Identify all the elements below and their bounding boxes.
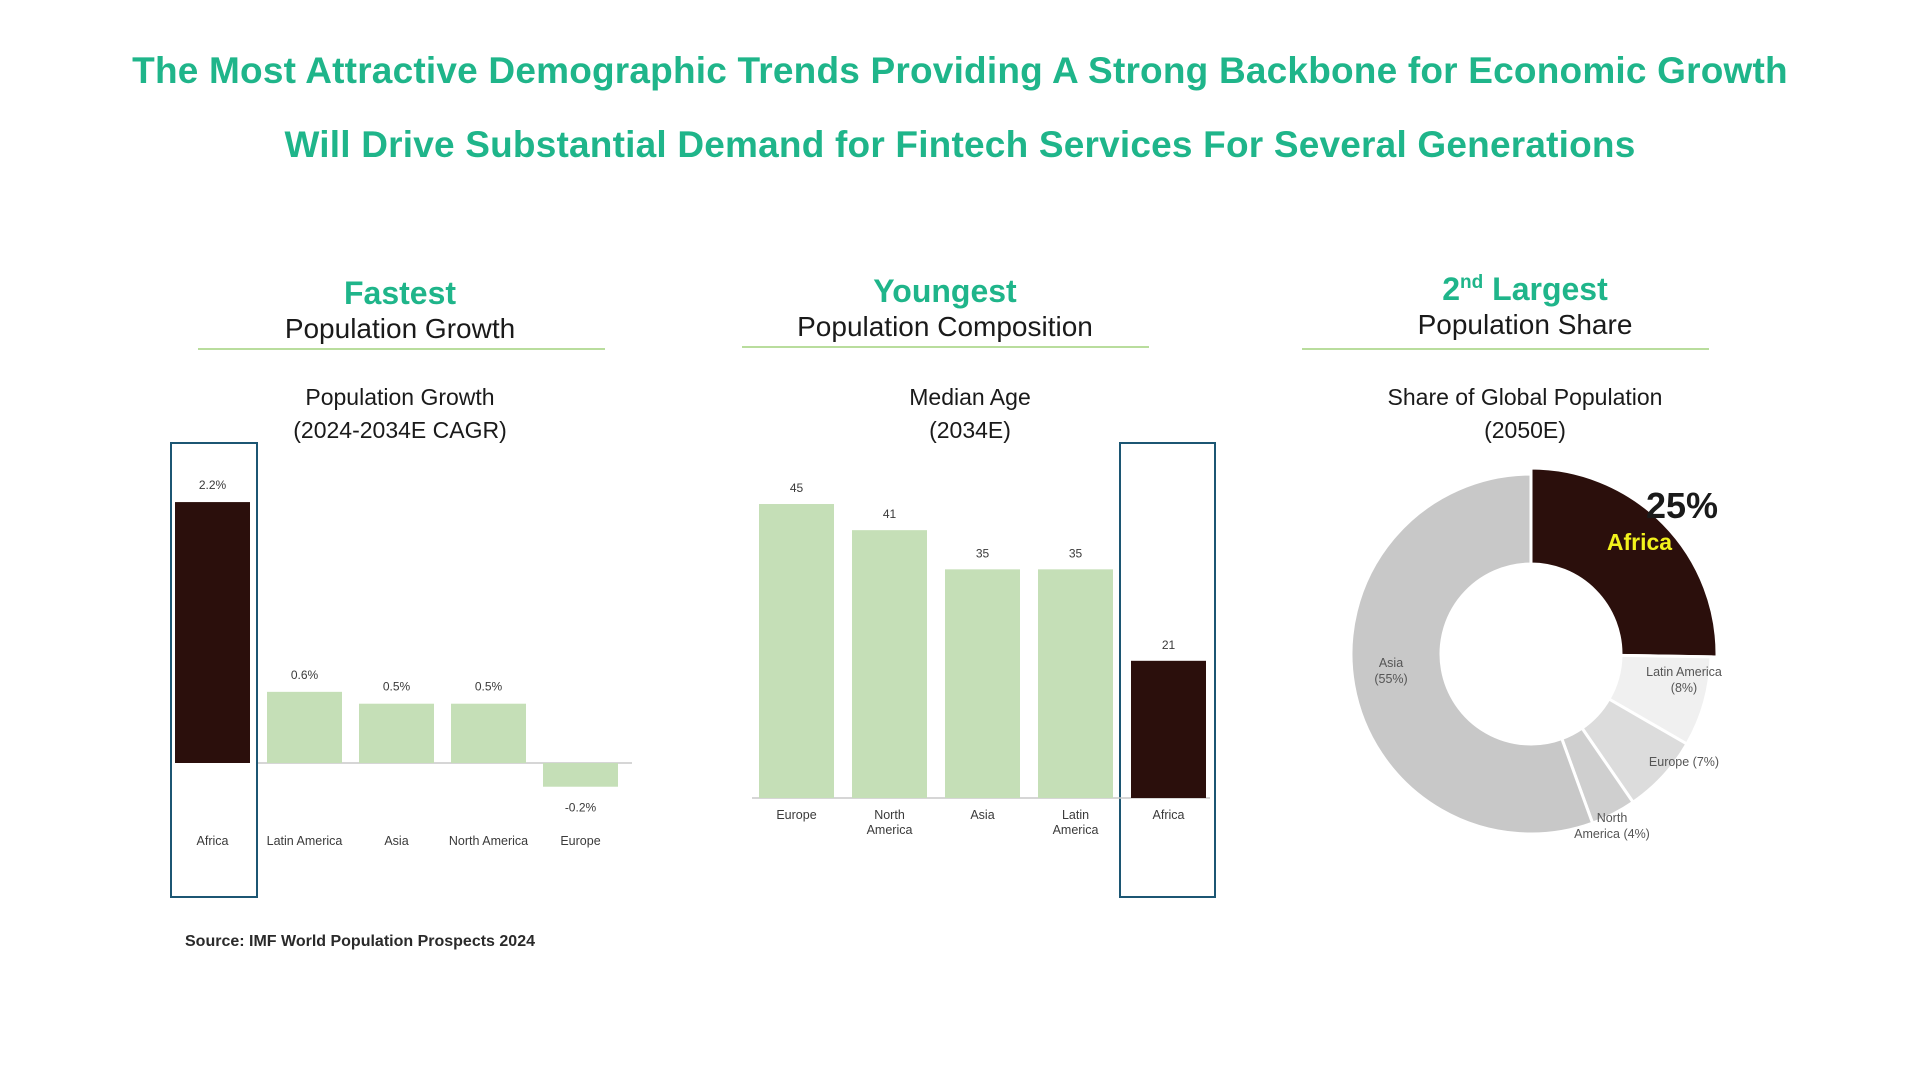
age-category-label: Latin — [1062, 808, 1089, 822]
age-category-label: America — [867, 823, 913, 837]
age-chart-title: Median Age (2034E) — [909, 384, 1031, 443]
share-chart-title: Share of Global Population (2050E) — [1387, 384, 1663, 443]
age-category-label: North — [874, 808, 905, 822]
age-value-label: 41 — [883, 507, 897, 521]
growth-category-label: North America — [449, 834, 528, 848]
africa-age-highlight-box — [1119, 442, 1216, 898]
age-bar-latin-america — [1038, 569, 1113, 798]
panel-age-subtitle: Population Composition — [797, 311, 1093, 342]
growth-chart-title: Population Growth (2024-2034E CAGR) — [293, 384, 507, 443]
panel-growth-subtitle: Population Growth — [284, 313, 516, 344]
age-value-label: 21 — [1162, 638, 1176, 652]
headline-line-1: The Most Attractive Demographic Trends P… — [132, 50, 1788, 91]
growth-bar-africa — [175, 502, 250, 763]
panel-age-header: Youngest Population Composition — [735, 266, 1155, 344]
age-category-label: Africa — [1153, 808, 1185, 822]
donut-label-europe: Europe (7%) — [1649, 755, 1719, 769]
growth-category-label: Latin America — [267, 834, 343, 848]
donut-label-north-america: America (4%) — [1574, 827, 1650, 841]
growth-value-label: 0.5% — [475, 680, 503, 694]
panel-age-rule — [742, 346, 1149, 348]
source-note: Source: IMF World Population Prospects 2… — [185, 933, 535, 950]
growth-bar-latin-america — [267, 691, 342, 763]
donut-label-latin-america: Latin America — [1646, 665, 1722, 679]
donut-slice-asia — [1349, 472, 1595, 836]
age-value-label: 45 — [790, 481, 804, 495]
panel-share-kicker: 2nd Largest — [1442, 271, 1608, 307]
growth-bar-europe — [543, 763, 618, 787]
donut-label-north-america: North — [1597, 811, 1628, 825]
africa-growth-highlight-box — [170, 442, 258, 898]
growth-bar-north-america — [451, 703, 526, 763]
age-bar-europe — [759, 504, 834, 798]
age-value-label: 35 — [1069, 546, 1083, 560]
panel-share-rule — [1302, 348, 1709, 350]
age-category-label: America — [1053, 823, 1099, 837]
panel-growth-kicker: Fastest — [343, 275, 457, 311]
growth-category-label: Europe — [560, 834, 600, 848]
panel-growth-rule — [198, 348, 605, 350]
panel-age-kicker: Youngest — [873, 273, 1017, 309]
age-value-label: 35 — [976, 546, 990, 560]
panel-share-header: 2nd Largest Population Share — [1315, 264, 1735, 342]
growth-category-label: Africa — [197, 834, 229, 848]
growth-value-label: -0.2% — [565, 801, 597, 815]
headline-line-2: Will Drive Substantial Demand for Fintec… — [284, 124, 1636, 165]
age-bar-africa — [1131, 660, 1206, 798]
growth-value-label: 0.6% — [291, 668, 319, 682]
growth-bar-asia — [359, 703, 434, 763]
panel-growth-header: Fastest Population Growth — [190, 268, 610, 346]
donut-slice-africa — [1529, 466, 1719, 659]
donut-label-africa: Africa — [1607, 529, 1672, 555]
donut-label-latin-america: (8%) — [1671, 681, 1697, 695]
donut-label-asia: (55%) — [1374, 672, 1407, 686]
age-bar-north-america — [852, 530, 927, 798]
donut-label-asia: Asia — [1379, 656, 1403, 670]
donut-callout-value: 25% — [1646, 485, 1718, 526]
growth-value-label: 2.2% — [199, 478, 227, 492]
age-bar-asia — [945, 569, 1020, 798]
age-category-label: Europe — [776, 808, 816, 822]
growth-category-label: Asia — [384, 834, 408, 848]
growth-value-label: 0.5% — [383, 680, 411, 694]
panel-share-subtitle: Population Share — [1417, 309, 1633, 340]
age-category-label: Asia — [970, 808, 994, 822]
